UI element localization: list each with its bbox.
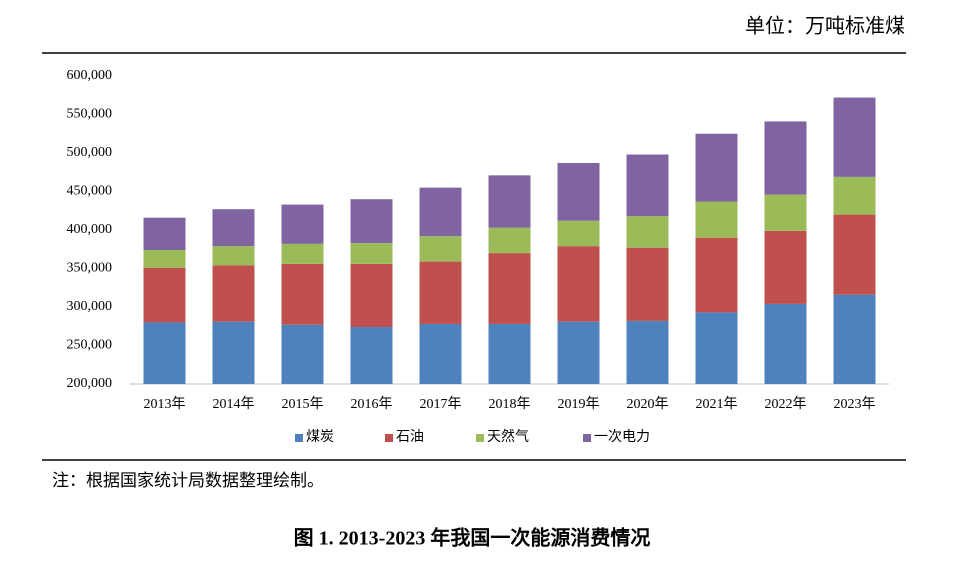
y-tick-label: 350,000	[67, 261, 113, 276]
bar-segment	[212, 209, 255, 247]
y-tick-label: 200,000	[67, 376, 113, 391]
bar-segment	[488, 175, 531, 228]
legend-swatch	[295, 434, 303, 442]
legend-swatch	[385, 434, 393, 442]
bar-segment	[764, 303, 807, 384]
bar-segment	[488, 253, 531, 324]
legend-label: 煤炭	[306, 429, 334, 445]
x-tick-label: 2015年	[282, 396, 324, 412]
bar-segment	[143, 250, 186, 268]
bar-segment	[419, 187, 462, 237]
x-tick-label: 2017年	[420, 396, 462, 412]
bar-segment	[557, 246, 600, 322]
x-tick-label: 2019年	[558, 396, 600, 412]
bar-segment	[695, 133, 738, 202]
y-tick-label: 500,000	[67, 145, 113, 160]
x-tick-label: 2023年	[834, 396, 876, 412]
bar-segment	[833, 294, 876, 384]
bar-segment	[419, 236, 462, 262]
caption: 图 1. 2013-2023 年我国一次能源消费情况	[294, 526, 651, 550]
bar-segment	[626, 247, 669, 321]
legend-swatch	[583, 434, 591, 442]
bar-segment	[143, 322, 186, 384]
bar-segment	[488, 323, 531, 384]
y-tick-label: 600,000	[67, 68, 113, 83]
legend-swatch	[476, 434, 484, 442]
y-tick-label: 450,000	[67, 184, 113, 199]
bar-segment	[764, 230, 807, 304]
bar-segment	[350, 327, 393, 384]
bar-segment	[557, 220, 600, 247]
bar-segment	[626, 154, 669, 217]
bar-segment	[350, 199, 393, 244]
legend-label: 石油	[396, 429, 424, 445]
bar-segment	[212, 321, 255, 384]
y-tick-label: 250,000	[67, 338, 113, 353]
y-tick-label: 400,000	[67, 222, 113, 237]
bar-segment	[833, 214, 876, 295]
bar-segment	[419, 323, 462, 384]
bar-segment	[143, 217, 186, 251]
bar-segment	[557, 163, 600, 221]
bar-segment	[281, 263, 324, 325]
bar-segment	[695, 312, 738, 384]
x-tick-label: 2022年	[765, 396, 807, 412]
bar-segment	[764, 194, 807, 231]
x-tick-label: 2021年	[696, 396, 738, 412]
bar-segment	[626, 216, 669, 248]
bar-segment	[488, 227, 531, 254]
x-tick-label: 2014年	[213, 396, 255, 412]
unit-label: 单位：万吨标准煤	[745, 15, 905, 38]
bar-segment	[764, 121, 807, 195]
x-tick-label: 2020年	[627, 396, 669, 412]
bar-segment	[212, 246, 255, 266]
bar-segment	[626, 320, 669, 384]
bar-segment	[695, 201, 738, 238]
bar-segment	[281, 324, 324, 384]
y-tick-label: 550,000	[67, 107, 113, 122]
x-tick-label: 2013年	[144, 396, 186, 412]
note: 注：根据国家统计局数据整理绘制。	[52, 471, 324, 490]
bar-segment	[350, 263, 393, 328]
bar-segment	[281, 243, 324, 264]
x-tick-label: 2016年	[351, 396, 393, 412]
legend-label: 一次电力	[594, 429, 650, 445]
bar-segment	[557, 321, 600, 384]
bar-segment	[281, 204, 324, 244]
bar-segment	[833, 97, 876, 177]
bar-segment	[833, 176, 876, 215]
bar-segment	[143, 267, 186, 323]
bar-segment	[212, 265, 255, 322]
bar-segment	[695, 237, 738, 313]
bar-segment	[419, 261, 462, 324]
legend-label: 天然气	[487, 428, 529, 445]
x-tick-label: 2018年	[489, 396, 531, 412]
y-tick-label: 300,000	[67, 299, 113, 314]
bar-segment	[350, 243, 393, 264]
